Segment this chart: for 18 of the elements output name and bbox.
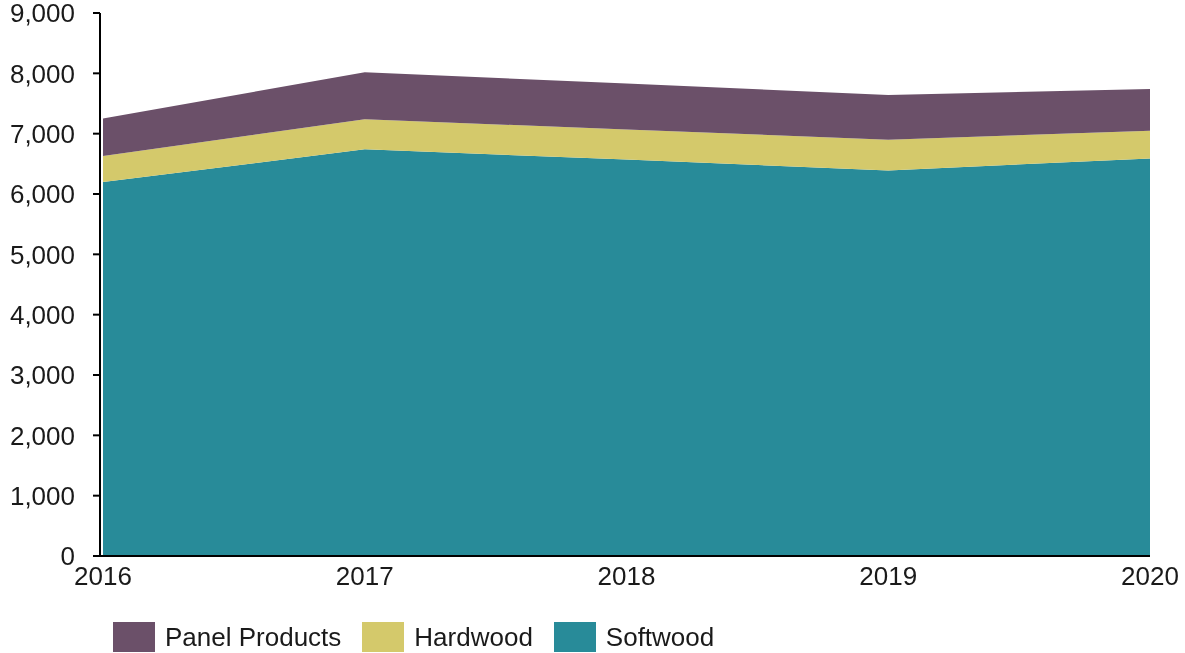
- y-tick-label: 8,000: [9, 58, 75, 89]
- y-tick-label: 0: [60, 541, 75, 572]
- x-tick-label: 2020: [1121, 561, 1179, 592]
- legend-label: Panel Products: [165, 622, 342, 652]
- x-tick-label: 2017: [335, 561, 394, 592]
- y-tick-label: 9,000: [9, 0, 75, 29]
- legend-label: Softwood: [605, 622, 715, 652]
- y-tick-label: 3,000: [9, 360, 75, 391]
- y-tick-label: 4,000: [9, 299, 75, 330]
- y-tick-label: 2,000: [9, 420, 75, 451]
- y-tick-label: 6,000: [9, 179, 75, 210]
- legend-label: Hardwood: [414, 622, 533, 652]
- y-tick-label: 7,000: [9, 118, 75, 149]
- x-tick-label: 2018: [597, 561, 656, 592]
- y-tick-label: 5,000: [9, 239, 75, 270]
- y-tick-label: 1,000: [9, 480, 75, 511]
- x-tick-label: 2016: [74, 561, 132, 592]
- x-tick-label: 2019: [859, 561, 918, 592]
